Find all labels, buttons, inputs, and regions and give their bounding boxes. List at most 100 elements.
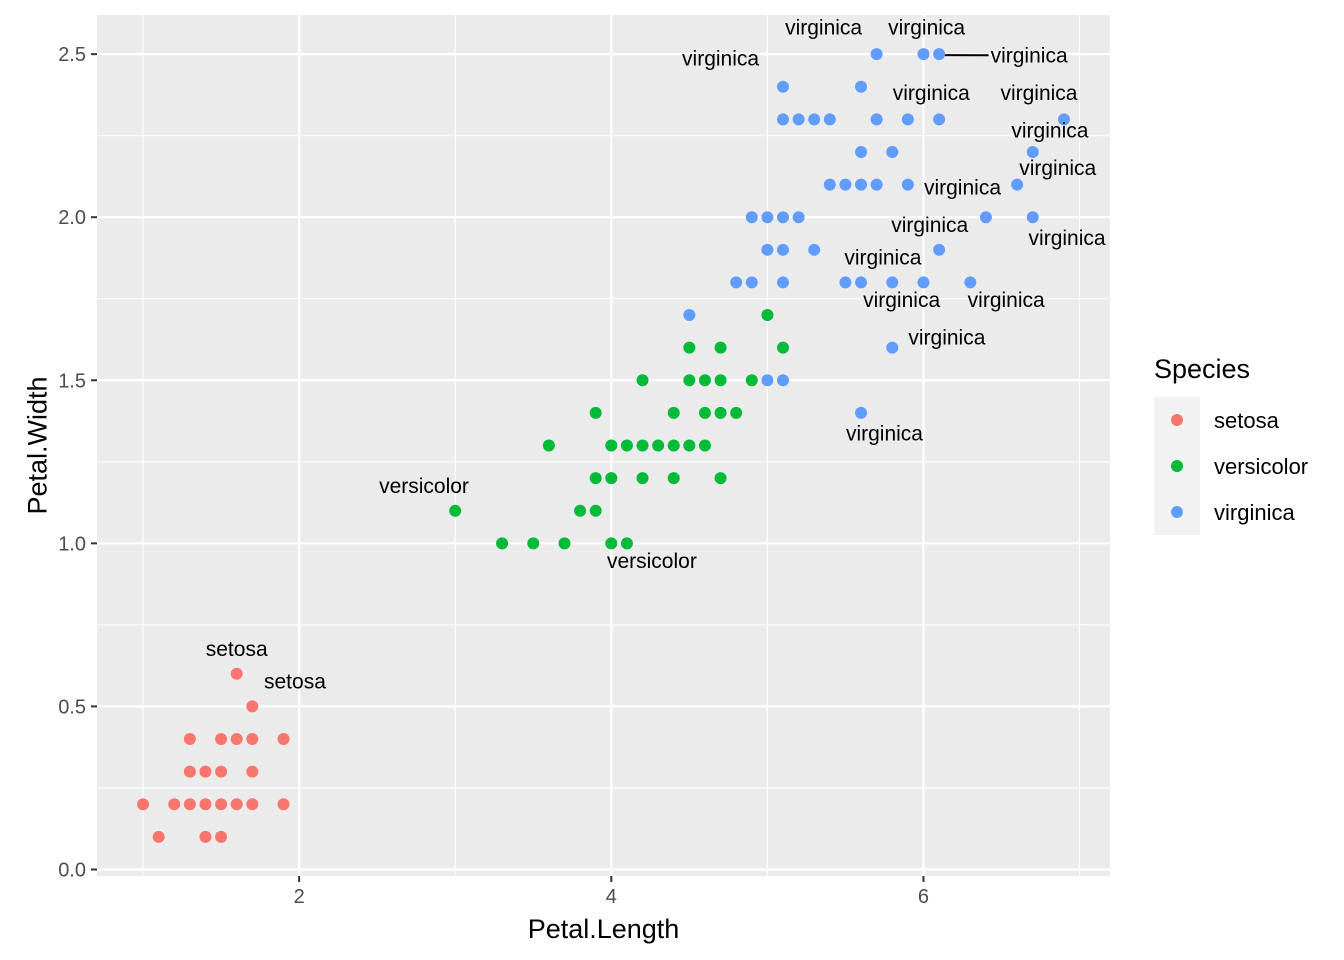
point-label-setosa: setosa — [206, 638, 268, 661]
y-tick-label: 2.0 — [58, 207, 86, 229]
point-versicolor — [620, 439, 633, 452]
point-setosa — [183, 733, 196, 746]
point-versicolor — [589, 472, 602, 485]
point-virginica — [933, 243, 946, 256]
y-tick-label: 1.0 — [58, 533, 86, 555]
point-virginica — [1011, 178, 1024, 191]
point-versicolor — [683, 374, 696, 387]
legend-label-setosa: setosa — [1214, 408, 1280, 433]
point-versicolor — [761, 309, 774, 322]
point-versicolor — [636, 472, 649, 485]
y-tick-label: 2.5 — [58, 44, 86, 66]
point-setosa — [183, 765, 196, 778]
point-virginica — [886, 145, 899, 158]
point-label-virginica: virginica — [844, 246, 921, 269]
point-annotations: setosa setosa versicolor versicolor virginic… — [206, 17, 1106, 694]
point-versicolor — [652, 439, 665, 452]
point-label-virginica: virginica — [893, 82, 970, 105]
point-versicolor — [589, 504, 602, 517]
data-points — [137, 48, 1070, 843]
point-setosa — [215, 830, 228, 843]
point-setosa — [215, 733, 228, 746]
point-virginica — [745, 211, 758, 224]
point-versicolor — [683, 439, 696, 452]
point-versicolor — [714, 472, 727, 485]
point-virginica — [839, 178, 852, 191]
point-virginica — [1057, 113, 1070, 126]
point-virginica — [917, 48, 930, 61]
point-virginica — [776, 211, 789, 224]
point-versicolor — [698, 374, 711, 387]
point-label-versicolor: versicolor — [379, 475, 469, 498]
point-setosa — [152, 830, 165, 843]
point-virginica — [683, 309, 696, 322]
point-versicolor — [605, 472, 618, 485]
point-versicolor — [620, 537, 633, 550]
point-label-virginica: virginica — [888, 17, 965, 40]
point-virginica — [979, 211, 992, 224]
point-versicolor — [542, 439, 555, 452]
point-virginica — [870, 113, 883, 126]
legend-key-setosa — [1171, 414, 1183, 426]
point-setosa — [183, 798, 196, 811]
y-tick-label: 1.5 — [58, 370, 86, 392]
legend-label-virginica: virginica — [1214, 500, 1295, 525]
point-label-virginica: virginica — [1000, 82, 1077, 105]
legend-items: setosa versicolor virginica — [1171, 408, 1308, 525]
point-setosa — [199, 830, 212, 843]
point-versicolor — [714, 406, 727, 419]
y-tick-label: 0.5 — [58, 696, 86, 718]
legend-title: Species — [1154, 354, 1250, 384]
point-versicolor — [683, 341, 696, 354]
point-virginica — [761, 374, 774, 387]
point-setosa — [215, 798, 228, 811]
point-setosa — [277, 733, 290, 746]
point-virginica — [1026, 145, 1039, 158]
x-axis: 2 4 6 — [294, 876, 929, 908]
point-versicolor — [730, 406, 743, 419]
point-virginica — [823, 113, 836, 126]
point-versicolor — [605, 439, 618, 452]
point-label-virginica: virginica — [785, 17, 862, 40]
point-label-virginica: virginica — [891, 214, 968, 237]
point-setosa — [168, 798, 181, 811]
point-label-virginica: virginica — [1011, 119, 1088, 142]
point-versicolor — [527, 537, 540, 550]
point-setosa — [230, 798, 243, 811]
legend-label-versicolor: versicolor — [1214, 454, 1308, 479]
point-versicolor — [558, 537, 571, 550]
point-versicolor — [449, 504, 462, 517]
x-tick-label: 4 — [606, 886, 617, 908]
point-virginica — [808, 243, 821, 256]
point-virginica — [870, 48, 883, 61]
point-virginica — [808, 113, 821, 126]
point-versicolor — [698, 439, 711, 452]
point-setosa — [230, 733, 243, 746]
point-label-setosa: setosa — [264, 670, 326, 693]
point-versicolor — [714, 374, 727, 387]
point-versicolor — [776, 341, 789, 354]
point-virginica — [933, 48, 946, 61]
point-virginica — [855, 145, 868, 158]
point-virginica — [776, 276, 789, 289]
plot-panel — [97, 15, 1110, 876]
point-versicolor — [667, 472, 680, 485]
point-virginica — [886, 276, 899, 289]
point-virginica — [761, 243, 774, 256]
point-label-virginica: virginica — [682, 48, 759, 71]
point-virginica — [886, 341, 899, 354]
minor-gridlines — [97, 15, 1110, 876]
point-virginica — [776, 80, 789, 93]
point-virginica — [792, 211, 805, 224]
point-label-virginica: virginica — [968, 289, 1045, 312]
point-virginica — [901, 113, 914, 126]
point-virginica — [745, 276, 758, 289]
point-setosa — [199, 765, 212, 778]
y-axis-title: Petal.Width — [22, 376, 52, 514]
x-tick-label: 6 — [918, 886, 929, 908]
point-versicolor — [589, 406, 602, 419]
point-versicolor — [714, 341, 727, 354]
point-label-virginica: virginica — [863, 289, 940, 312]
point-setosa — [246, 765, 259, 778]
